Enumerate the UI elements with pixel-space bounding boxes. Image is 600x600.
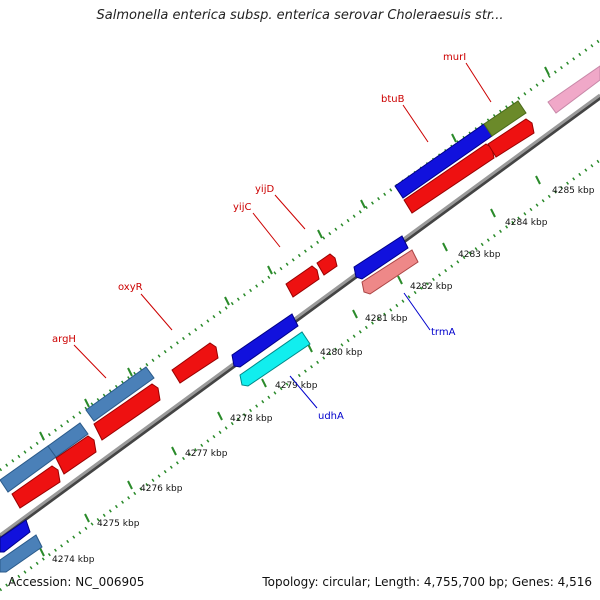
tick-rails: [0, 38, 600, 592]
outer-tick: [39, 431, 45, 441]
tick-label-4277: 4277 kbp: [185, 449, 228, 459]
map-title: Salmonella enterica subsp. enterica sero…: [96, 8, 504, 23]
gene-arrow-blue[interactable]: [353, 235, 409, 280]
gene-label-murI[interactable]: murI: [443, 52, 466, 63]
leader-udhA: [289, 375, 318, 409]
gene-arrow-red[interactable]: [93, 383, 161, 441]
major-tick: [442, 242, 448, 252]
inner-tick-rail: [0, 158, 600, 592]
tick-label-4282: 4282 kbp: [410, 282, 453, 292]
tick-label-4275: 4275 kbp: [97, 519, 140, 529]
gene-arrow-salmon-trmA[interactable]: [361, 249, 419, 295]
major-tick: [39, 547, 45, 557]
gene-label-yijC[interactable]: yijC: [233, 202, 251, 213]
outer-tick: [451, 133, 457, 143]
leader-btuB: [402, 104, 429, 143]
outer-tick-rail: [0, 38, 600, 472]
gene-labels: argH oxyR yijC yijD btuB murI udhA trmA: [52, 52, 466, 422]
leader-yijD: [274, 194, 306, 230]
gene-label-udhA[interactable]: udhA: [318, 411, 344, 422]
outer-tick: [84, 398, 90, 408]
tick-label-4285: 4285 kbp: [552, 186, 595, 196]
major-tick: [490, 208, 496, 218]
outer-tick: [360, 199, 366, 209]
gene-arrow-red[interactable]: [487, 118, 535, 158]
tick-label-4283: 4283 kbp: [458, 250, 501, 260]
outer-tick-marks: [39, 66, 550, 441]
gene-label-argH[interactable]: argH: [52, 334, 76, 345]
leader-yijC: [252, 212, 281, 248]
gene-block-steel[interactable]: [47, 422, 89, 458]
gene-label-trmA[interactable]: trmA: [431, 327, 456, 338]
gene-label-oxyR[interactable]: oxyR: [118, 282, 143, 293]
major-tick: [535, 175, 541, 185]
major-tick: [127, 480, 133, 490]
gene-arrow-blue[interactable]: [0, 519, 31, 553]
label-leaders: [73, 62, 492, 409]
gene-arrow-red-yijD[interactable]: [316, 253, 338, 276]
leader-murI: [465, 62, 492, 103]
gene-arrow-red-oxyR[interactable]: [171, 342, 219, 384]
gene-arrow-blue[interactable]: [231, 313, 299, 368]
gene-label-yijD[interactable]: yijD: [255, 184, 274, 195]
gene-arrow-red[interactable]: [55, 435, 97, 475]
leader-oxyR: [140, 293, 173, 331]
outer-tick: [127, 367, 133, 377]
major-tick: [352, 309, 358, 319]
tick-marks: 4274 kbp 4275 kbp 4276 kbp 4277 kbp 4278…: [39, 175, 595, 565]
leader-trmA: [403, 292, 431, 331]
gene-block-steel[interactable]: [0, 534, 43, 573]
tick-label-4284: 4284 kbp: [505, 218, 548, 228]
gene-label-btuB[interactable]: btuB: [381, 94, 405, 105]
tick-label-4278: 4278 kbp: [230, 414, 273, 424]
reverse-genes: [0, 235, 419, 573]
major-tick: [171, 446, 177, 456]
outer-tick: [317, 229, 323, 239]
major-tick: [261, 378, 267, 388]
gene-block-pink[interactable]: [547, 65, 600, 114]
gene-arrow-cyan-udhA[interactable]: [239, 331, 311, 387]
tick-label-4276: 4276 kbp: [140, 484, 183, 494]
summary-text: Topology: circular; Length: 4,755,700 bp…: [262, 575, 592, 589]
forward-genes-inner: [11, 118, 535, 509]
backbone-line: [0, 93, 600, 537]
major-tick: [217, 411, 223, 421]
gene-arrow-red-yijC[interactable]: [285, 265, 320, 298]
tick-label-4274: 4274 kbp: [52, 555, 95, 565]
gene-arrow-red[interactable]: [11, 465, 61, 509]
tick-label-4279: 4279 kbp: [275, 381, 318, 391]
tick-label-4280: 4280 kbp: [320, 348, 363, 358]
outer-tick: [267, 265, 273, 275]
forward-genes-outer: [0, 65, 600, 493]
outer-tick: [544, 66, 550, 76]
tick-label-4281: 4281 kbp: [365, 314, 408, 324]
leader-argH: [73, 344, 107, 379]
outer-tick: [224, 296, 230, 306]
major-tick: [397, 275, 403, 285]
major-tick: [84, 513, 90, 523]
gene-block-steel[interactable]: [85, 366, 155, 422]
accession-text: Accession: NC_006905: [8, 575, 145, 589]
backbone-shadow: [0, 94, 600, 540]
backbone: [0, 93, 600, 540]
gene-block-olive-murI[interactable]: [483, 100, 527, 137]
